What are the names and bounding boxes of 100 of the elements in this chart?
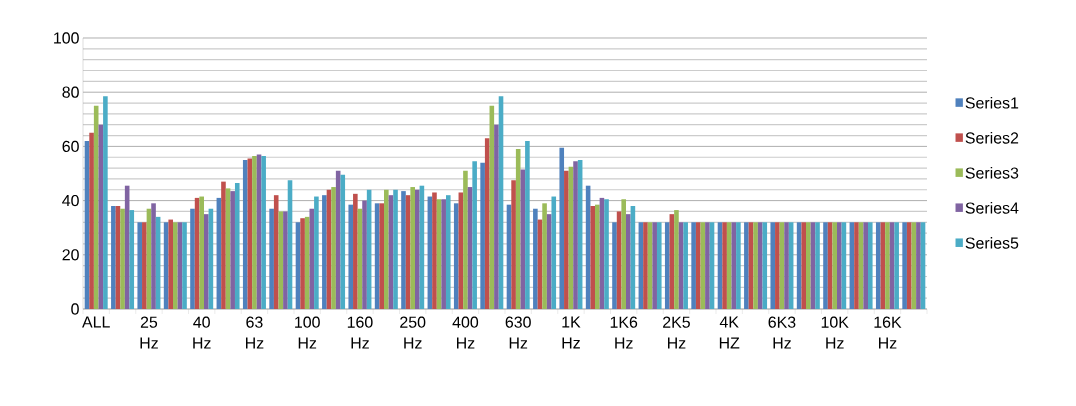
- bar: [111, 206, 116, 309]
- bar: [551, 196, 557, 309]
- bar: [484, 138, 490, 309]
- bar: [142, 222, 147, 309]
- bar: [445, 195, 451, 309]
- bar: [691, 222, 696, 309]
- y-tick-label: 60: [62, 140, 79, 153]
- bar: [230, 191, 235, 309]
- bar: [854, 222, 859, 309]
- bar: [393, 189, 398, 309]
- bar: [309, 208, 315, 309]
- bar: [744, 222, 749, 309]
- bar: [674, 210, 679, 309]
- bar: [480, 162, 485, 309]
- bar: [494, 124, 499, 309]
- bar: [573, 161, 578, 309]
- bar: [885, 222, 890, 309]
- bar: [762, 222, 768, 309]
- bar: [168, 219, 174, 309]
- bar: [806, 222, 811, 309]
- bar: [453, 203, 459, 309]
- bar: [902, 222, 907, 309]
- bar: [775, 222, 780, 309]
- y-tick-label: 0: [71, 303, 79, 315]
- bar: [103, 96, 108, 309]
- bar: [151, 203, 156, 309]
- bar: [283, 211, 288, 309]
- bar: [559, 147, 565, 309]
- bar: [894, 222, 899, 309]
- bar: [98, 124, 104, 309]
- bar: [331, 187, 336, 309]
- bar: [656, 222, 662, 309]
- bar: [705, 222, 710, 309]
- x-tick-label: 630 Hz: [505, 316, 531, 349]
- bar: [182, 222, 187, 309]
- y-tick-label: 40: [62, 194, 79, 207]
- x-tick-label: 16K Hz: [874, 316, 902, 349]
- bar: [815, 222, 820, 309]
- bar: [269, 208, 274, 309]
- bar: [273, 195, 279, 309]
- bar: [348, 204, 354, 309]
- bar: [261, 155, 266, 309]
- bar: [384, 189, 389, 309]
- bar: [314, 196, 319, 309]
- x-tick-label: 40 Hz: [193, 316, 211, 349]
- bar: [542, 203, 547, 309]
- y-tick-label: 20: [62, 249, 79, 261]
- bar: [731, 222, 737, 309]
- bar: [322, 195, 327, 309]
- bar: [867, 222, 873, 309]
- bar: [190, 208, 195, 309]
- x-tick-label: 10K Hz: [821, 316, 849, 349]
- x-tick-label: 160 Hz: [347, 316, 373, 349]
- x-tick-label: 2K5 Hz: [663, 316, 690, 349]
- bar: [695, 222, 701, 309]
- y-tick-label: 100: [54, 32, 79, 44]
- legend-label: Series3: [965, 166, 1019, 179]
- legend-label: Series1: [965, 96, 1019, 109]
- bar: [621, 199, 626, 309]
- bar: [525, 140, 530, 309]
- bar: [410, 187, 415, 309]
- legend-label: Series5: [965, 237, 1019, 249]
- bar: [683, 222, 688, 309]
- bar: [564, 170, 569, 309]
- bar: [916, 222, 921, 309]
- bar: [199, 196, 204, 309]
- x-tick-label: 25 Hz: [140, 316, 158, 349]
- bar: [441, 199, 446, 309]
- bar: [353, 193, 358, 309]
- bar: [89, 132, 94, 309]
- x-tick-label: 63 Hz: [246, 316, 264, 349]
- bar: [626, 214, 631, 309]
- bar: [234, 182, 240, 309]
- bar: [837, 222, 842, 309]
- x-tick-label: 4K HZ: [719, 316, 740, 349]
- bar: [906, 222, 912, 309]
- bar: [801, 222, 807, 309]
- bar: [643, 222, 648, 309]
- bar: [722, 222, 727, 309]
- bar: [784, 222, 789, 309]
- bar: [863, 222, 868, 309]
- bar: [137, 222, 143, 309]
- bar: [203, 214, 209, 309]
- bar: [875, 222, 881, 309]
- bar: [401, 191, 406, 309]
- bar: [340, 174, 346, 309]
- bar: [463, 170, 468, 309]
- x-tick-label: 400 Hz: [452, 316, 479, 349]
- bar: [533, 208, 538, 309]
- bar: [252, 155, 257, 309]
- bar: [520, 169, 526, 309]
- bar: [300, 218, 305, 309]
- bar: [590, 206, 596, 309]
- bar: [736, 222, 741, 309]
- x-tick-label: ALL: [82, 316, 110, 328]
- bar: [129, 210, 135, 309]
- bar: [612, 222, 617, 309]
- x-tick-label: 250 Hz: [400, 316, 426, 349]
- legend-label: Series4: [965, 202, 1019, 214]
- bar: [753, 222, 758, 309]
